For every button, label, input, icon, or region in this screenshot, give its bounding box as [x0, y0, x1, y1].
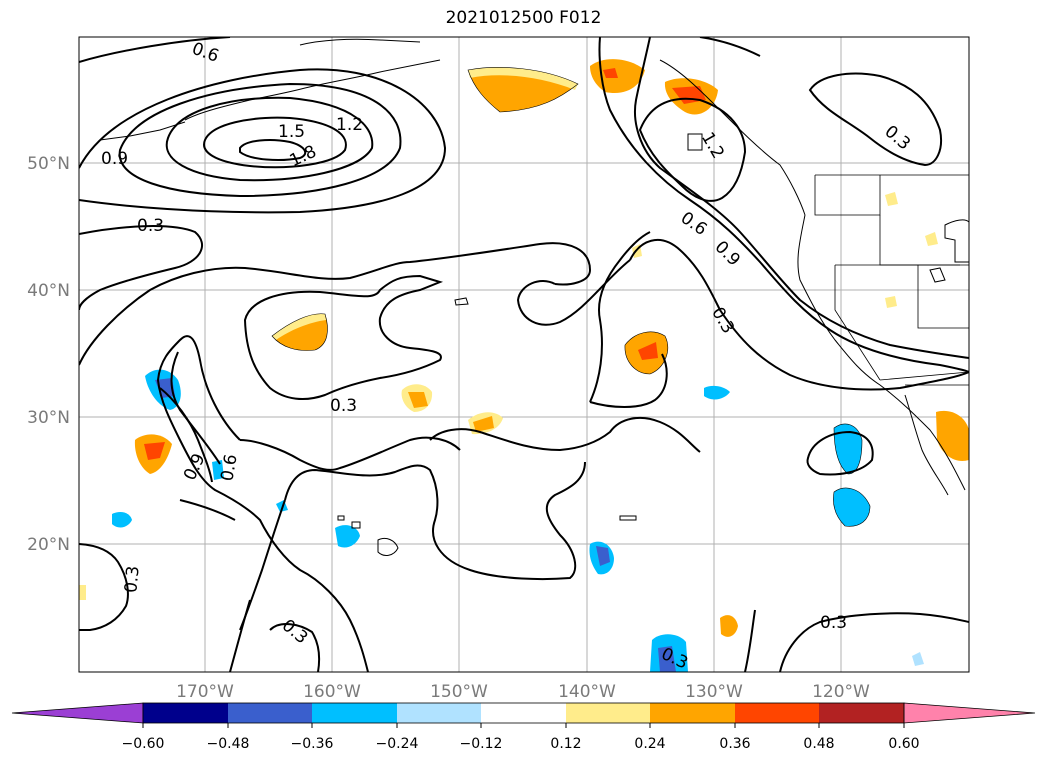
lon-label: 130°W: [685, 682, 743, 702]
colorbar-segment: [566, 703, 650, 723]
contour-label: 1.2: [336, 115, 363, 135]
colorbar-segment: [228, 703, 312, 723]
colorbar-segment: [819, 703, 904, 723]
lon-label: 120°W: [812, 682, 870, 702]
contour-label: 1.5: [278, 122, 305, 142]
map-panel: [79, 37, 969, 672]
colorbar-extend-right: [903, 702, 1036, 724]
colorbar-tick-label: 0.48: [803, 736, 834, 752]
colorbar-tick-label: 0.36: [719, 736, 750, 752]
longitude-labels: 170°W 160°W 150°W 140°W 130°W 120°W: [176, 682, 870, 702]
colorbar-segment: [397, 703, 481, 723]
contour-lines: [79, 37, 969, 672]
colorbar-segment: [312, 703, 397, 723]
colorbar-tick-label: 0.12: [550, 736, 581, 752]
contour-label: 0.3: [330, 396, 357, 416]
contour-label: 0.3: [121, 565, 143, 594]
colorbar-segment: [143, 703, 228, 723]
latitude-labels: 50°N 40°N 30°N 20°N: [27, 154, 70, 555]
colorbar-tick-label: 0.60: [888, 736, 919, 752]
map-frame: [78, 36, 970, 673]
colorbar-extend-left: [11, 702, 144, 724]
map-title: 2021012500 F012: [445, 8, 602, 28]
colorbar-segment: [735, 703, 819, 723]
colorbar-tick-label: −0.60: [122, 736, 165, 752]
colorbar-tick-label: −0.24: [376, 736, 419, 752]
colorbar: −0.60 −0.48 −0.36 −0.24 −0.12 0.12 0.24 …: [11, 702, 1036, 752]
colorbar-tick-label: −0.12: [460, 736, 503, 752]
contour-label: 0.9: [101, 149, 128, 169]
colorbar-segment: [650, 703, 735, 723]
patch-outlines: [271, 67, 871, 527]
colorbar-segment: [481, 703, 566, 723]
coastlines: [99, 38, 969, 556]
colorbar-tick-label: −0.36: [291, 736, 334, 752]
lat-label: 30°N: [27, 408, 70, 428]
lat-label: 20°N: [27, 535, 70, 555]
colorbar-tick-label: 0.24: [634, 736, 665, 752]
grid-lines: [79, 37, 969, 672]
contour-label: 0.3: [820, 613, 847, 633]
lon-label: 160°W: [303, 682, 361, 702]
contour-label: 0.3: [137, 216, 164, 236]
lat-label: 40°N: [27, 281, 70, 301]
lon-label: 140°W: [558, 682, 616, 702]
colorbar-tick-label: −0.48: [207, 736, 250, 752]
contour-label: 0.6: [217, 453, 241, 483]
lat-label: 50°N: [27, 154, 70, 174]
lon-label: 150°W: [430, 682, 488, 702]
lon-label: 170°W: [176, 682, 234, 702]
